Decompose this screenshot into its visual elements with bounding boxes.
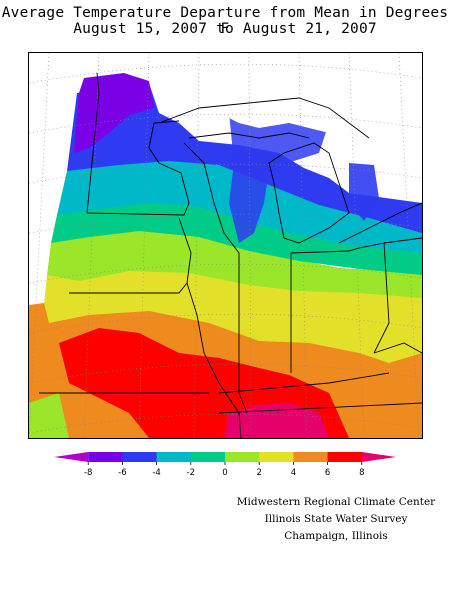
zone-0-to-2-southwest <box>29 393 69 438</box>
contour-fill <box>29 53 422 438</box>
zone-0-to-2 <box>47 225 422 298</box>
credit-location: Champaign, Illinois <box>284 530 388 542</box>
legend-swatch <box>327 452 363 462</box>
legend-swatch <box>190 452 226 462</box>
map-title: Average Temperature Departure from Mean … <box>1 5 449 37</box>
lat-lon-grid <box>29 53 422 438</box>
legend-swatch <box>293 452 329 462</box>
legend-swatch <box>156 452 192 462</box>
legend-tick-label: 0 <box>222 468 227 478</box>
temperature-departure-map <box>28 52 423 439</box>
credit-organization: Midwestern Regional Climate Center <box>236 496 436 508</box>
legend-swatch <box>259 452 294 462</box>
state-boundaries <box>39 72 422 438</box>
legend-tick-label: -2 <box>187 468 195 478</box>
legend-tick-label: 6 <box>325 468 330 478</box>
legend-tick-label: -6 <box>118 468 126 478</box>
map-date-range: August 15, 2007 to August 21, 2007 <box>73 21 377 37</box>
legend-ticks: -8 -6 -4 -2 0 2 4 6 8 <box>84 462 365 478</box>
legend-tick-label: 8 <box>359 468 364 478</box>
zone-2-to-4 <box>44 258 422 363</box>
credit-survey: Illinois State Water Survey <box>264 513 408 525</box>
legend-swatch <box>54 452 89 462</box>
color-scale-legend: -8 -6 -4 -2 0 2 4 6 8 <box>54 452 396 478</box>
legend-swatch <box>225 452 260 462</box>
zone-minus8-to-minus6 <box>74 73 154 153</box>
legend-swatch <box>361 452 396 462</box>
legend-swatch <box>122 452 158 462</box>
great-lakes-region <box>229 108 329 243</box>
legend-color-bar <box>54 452 396 462</box>
legend-tick-label: -4 <box>152 468 160 478</box>
legend-tick-label: 2 <box>256 468 261 478</box>
legend-tick-label: 4 <box>291 468 296 478</box>
legend-tick-label: -8 <box>84 468 92 478</box>
legend-swatch <box>88 452 123 462</box>
zone-minus2-to-0 <box>51 198 422 275</box>
